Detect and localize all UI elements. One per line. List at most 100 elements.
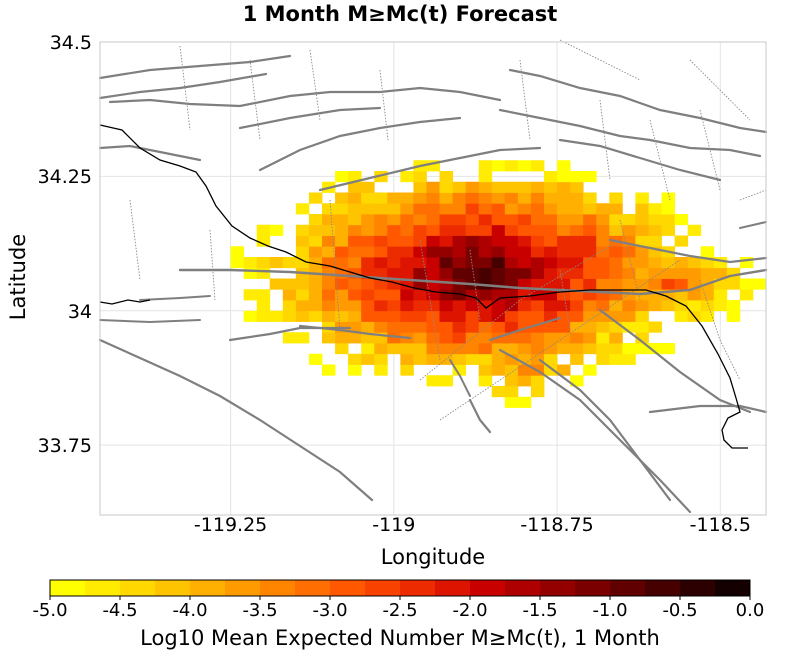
forecast-cell <box>335 171 349 183</box>
forecast-cell <box>439 214 453 226</box>
forecast-cell <box>439 181 453 193</box>
forecast-cell <box>491 203 506 215</box>
forecast-cell <box>570 289 584 301</box>
forecast-cell <box>570 203 584 215</box>
fault-trace <box>558 268 768 296</box>
forecast-cell <box>583 267 597 279</box>
forecast-cell <box>256 257 271 269</box>
colorbar-segment <box>365 580 401 596</box>
forecast-cell <box>622 310 636 322</box>
forecast-cell <box>374 171 388 183</box>
forecast-cell <box>439 375 453 387</box>
forecast-cell <box>517 203 532 215</box>
forecast-cell <box>557 214 571 226</box>
forecast-cell <box>465 289 480 301</box>
forecast-cell <box>491 224 506 236</box>
forecast-cell <box>596 353 610 365</box>
forecast-cell <box>583 289 597 301</box>
forecast-cell <box>661 214 675 226</box>
forecast-cell <box>400 171 414 183</box>
forecast-cell <box>361 181 375 193</box>
forecast-cell <box>400 224 414 236</box>
x-tick-label: -119 <box>372 514 416 536</box>
forecast-cell <box>504 343 519 355</box>
forecast-cell <box>517 300 532 312</box>
fault-trace <box>139 295 211 301</box>
forecast-cell <box>230 257 245 269</box>
forecast-cell <box>504 375 519 387</box>
forecast-cell <box>648 257 662 269</box>
forecast-cell <box>530 343 545 355</box>
forecast-cell <box>387 278 401 290</box>
colorbar-segment <box>680 580 716 596</box>
colorbar-segment <box>50 580 86 596</box>
forecast-cell <box>687 267 702 279</box>
forecast-cell <box>374 353 388 365</box>
forecast-cell <box>544 171 558 183</box>
forecast-cell <box>335 257 349 269</box>
forecast-cell <box>478 267 493 279</box>
forecast-cell <box>570 181 584 193</box>
forecast-cell <box>439 332 453 344</box>
forecast-cell <box>426 181 440 193</box>
forecast-cell <box>452 214 467 226</box>
forecast-cell <box>609 300 623 312</box>
forecast-cell <box>465 235 480 247</box>
forecast-cell <box>256 300 271 312</box>
forecast-cell <box>478 160 493 172</box>
forecast-cell <box>308 246 323 258</box>
forecast-cell <box>282 278 297 290</box>
colorbar-segment <box>540 580 576 596</box>
forecast-cell <box>635 203 649 215</box>
forecast-cell <box>400 246 414 258</box>
forecast-cell <box>596 246 610 258</box>
forecast-cell <box>322 214 336 226</box>
forecast-cell <box>374 300 388 312</box>
forecast-cell <box>348 310 362 322</box>
forecast-cell <box>400 321 414 333</box>
forecast-cell <box>322 310 336 322</box>
forecast-cell <box>426 375 440 387</box>
colorbar-segment <box>330 580 366 596</box>
forecast-cell <box>243 289 258 301</box>
fault-trace <box>598 308 752 414</box>
chart-title: 1 Month M≥Mc(t) Forecast <box>242 2 558 26</box>
forecast-cell <box>557 203 571 215</box>
forecast-cell <box>361 267 375 279</box>
forecast-cell <box>517 235 532 247</box>
forecast-cell <box>322 257 336 269</box>
forecast-cell <box>361 257 375 269</box>
forecast-cell <box>465 353 480 365</box>
forecast-cell <box>452 364 467 376</box>
forecast-cell <box>491 289 506 301</box>
forecast-cell <box>413 214 427 226</box>
fault-trace <box>258 116 462 172</box>
forecast-cell <box>530 375 545 387</box>
forecast-cell <box>635 267 649 279</box>
colorbar-segment <box>610 580 646 596</box>
forecast-cell <box>609 224 623 236</box>
x-axis-label: Longitude <box>380 545 486 569</box>
forecast-cell <box>308 353 323 365</box>
forecast-cell <box>661 343 675 355</box>
forecast-cell <box>491 235 506 247</box>
plot-frame <box>99 41 767 516</box>
forecast-cell <box>400 203 414 215</box>
forecast-cell <box>426 214 440 226</box>
fault-trace-minor <box>599 99 611 181</box>
forecast-cell <box>478 289 493 301</box>
forecast-cell <box>335 235 349 247</box>
forecast-cell <box>452 332 467 344</box>
forecast-cell <box>322 235 336 247</box>
forecast-cell <box>243 310 258 322</box>
forecast-cell <box>570 214 584 226</box>
forecast-cell <box>530 321 545 333</box>
forecast-cell <box>452 224 467 236</box>
colorbar-segment <box>400 580 436 596</box>
colorbar-segment <box>645 580 681 596</box>
forecast-cell <box>256 310 271 322</box>
forecast-cell <box>308 235 323 247</box>
forecast-cell <box>478 310 493 322</box>
forecast-cell <box>387 321 401 333</box>
forecast-cell <box>322 300 336 312</box>
